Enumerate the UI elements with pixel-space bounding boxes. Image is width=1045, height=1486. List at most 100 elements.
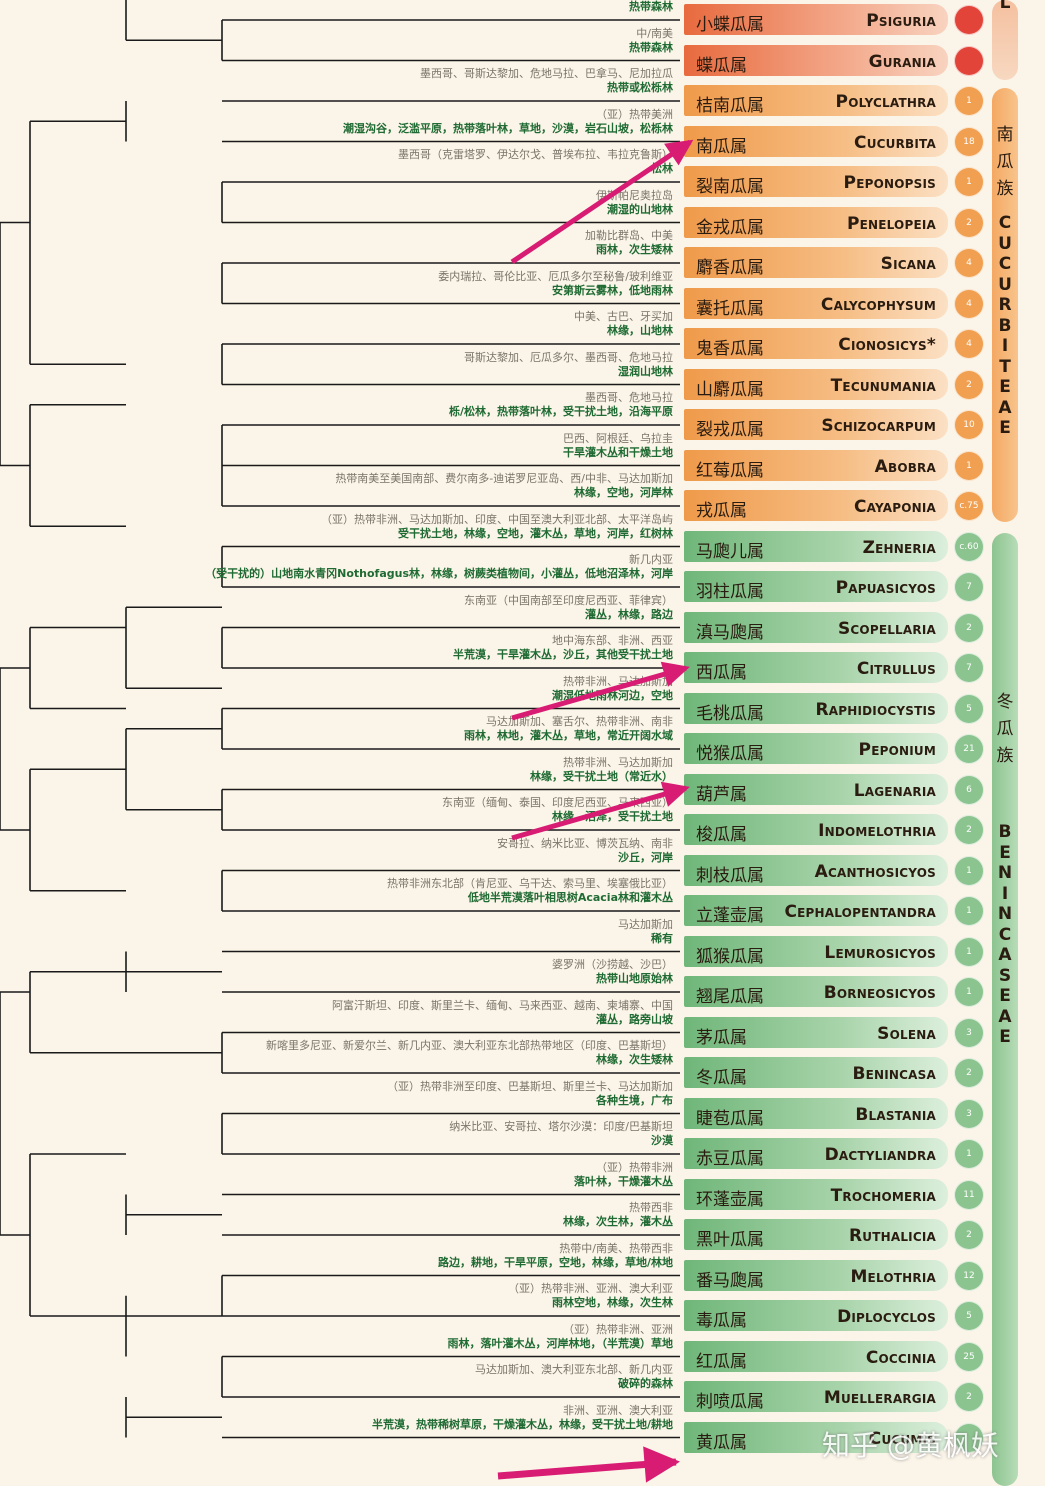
genus-habitat: 干旱灌木丛和干燥土地 xyxy=(563,445,673,459)
genus-distribution: 阿富汗斯坦、印度、斯里兰卡、缅甸、马来西亚、越南、柬埔寨、中国 xyxy=(332,998,673,1012)
genus-latin-name: Borneosicyos xyxy=(823,983,936,1003)
genus-bar: 梭瓜属 Indomelothria xyxy=(684,814,948,845)
genus-row: 非洲、亚洲、澳大利亚 半荒漠，热带稀树草原，干燥灌木丛，林缘，受干扰土地/耕地 黄瓜… xyxy=(0,1404,1045,1458)
genus-row: 热带非洲东北部（肯尼亚、乌干达、索马里、埃塞俄比亚） 低地半荒漠落叶相思树Acac… xyxy=(0,877,1045,931)
genus-latin-name: Peponium xyxy=(858,740,936,760)
tribe-cucurbiteae-latin-char: A xyxy=(998,397,1012,418)
genus-latin-name: Citrullus xyxy=(856,659,936,679)
genus-habitat: 热带山地原始林 xyxy=(596,972,673,985)
genus-bar: 滇马瓟属 Scopellaria xyxy=(684,611,948,643)
genus-bar: 毛桃瓜属 Raphidiocystis xyxy=(684,692,948,724)
genus-row: 地中海东部、非洲、西亚 半荒漠，干旱灌木丛，沙丘，其他受干扰土地 西瓜属 Citrul… xyxy=(0,634,1045,688)
tribe-cucurbiteae-latin-char: I xyxy=(1001,336,1009,356)
genus-distribution: 墨西哥、危地马拉 xyxy=(585,391,673,404)
genus-habitat: 林缘，次生林，灌木丛 xyxy=(563,1215,673,1228)
tribe-benincaseae-latin-char: S xyxy=(998,965,1012,986)
genus-row: 纳米比亚、安哥拉、塔尔沙漠：印度/巴基斯坦 沙漠 赤豆瓜属 Dactyliandra 1 xyxy=(0,1120,1045,1174)
genus-row: （亚）热带非洲 落叶林，干燥灌木丛 环蓬壶属 Trochomeria 11 xyxy=(0,1161,1045,1215)
genus-chinese-name: 麝香瓜属 xyxy=(696,258,764,278)
tribe-benincaseae-chinese: 冬瓜族 xyxy=(992,533,1018,770)
genus-bar: 小蝶瓜属 Psiguria xyxy=(684,4,948,35)
genus-habitat: 雨林，落叶灌木丛，河岸林地，（半荒漠）草地 xyxy=(447,1336,674,1350)
genus-distribution: （亚）热带非洲、马达加斯加、印度、中国至澳大利亚北部、太平洋岛屿 xyxy=(321,512,673,526)
tribe-top-letter: L xyxy=(999,0,1011,13)
genus-latin-name: Abobra xyxy=(874,456,936,477)
genus-latin-name: Cionosicys* xyxy=(838,335,936,355)
genus-habitat: 灌丛，林缘，路边 xyxy=(585,607,673,621)
genus-bar: 西瓜属 Citrullus xyxy=(684,652,948,683)
genus-latin-name: Calycophysum xyxy=(820,294,936,315)
genus-bar: 葫芦属 Lagenaria xyxy=(684,773,948,805)
tribe-benincaseae-latin-char: C xyxy=(998,924,1012,945)
species-count-badge: 4 xyxy=(954,288,984,319)
genus-latin-name: Melothria xyxy=(850,1266,936,1287)
species-count-badge: 2 xyxy=(954,1220,984,1250)
species-count-badge: c.75 xyxy=(954,491,984,521)
tribe-benincaseae-latin-char: E xyxy=(999,842,1011,863)
genus-distribution: 委内瑞拉、哥伦比亚、厄瓜多尔至秘鲁/玻利维亚 xyxy=(438,269,673,283)
genus-row: 马达加斯加、澳大利亚东北部、新几内亚 破碎的森林 刺喷瓜属 Muellerargia 2 xyxy=(0,1363,1045,1417)
watermark: 知乎 @黄枫妖 xyxy=(822,1429,999,1462)
genus-chinese-name: 南瓜属 xyxy=(696,136,747,157)
genus-row: 热带西非 林缘，次生林，灌木丛 黑叶瓜属 Ruthalicia 2 xyxy=(0,1201,1045,1255)
genus-row: 委内瑞拉、哥伦比亚、厄瓜多尔至秘鲁/玻利维亚 安第斯云雾林，低地雨林 囊托瓜属 Cal… xyxy=(0,270,1045,324)
genus-bar: 裂戎瓜属 Schizocarpum xyxy=(684,409,948,440)
genus-habitat: 沙漠 xyxy=(651,1134,673,1147)
genus-row: 热带南美至美国南部、费尔南多-迪诺罗尼亚岛、西/中非、马达加斯加 林缘，空地，河岸… xyxy=(0,472,1045,526)
genus-latin-name: Cucumis xyxy=(868,1428,936,1449)
genus-chinese-name: 刺枝瓜属 xyxy=(696,865,764,886)
genus-chinese-name: 悦猴瓜属 xyxy=(696,744,764,764)
genus-habitat: 林缘，空地，河岸林 xyxy=(574,486,673,499)
annotation-arrow xyxy=(497,1446,680,1483)
genus-distribution: 东南亚（中国南部至印度尼西亚、菲律宾） xyxy=(464,593,673,607)
genus-distribution: 非洲、亚洲、澳大利亚 xyxy=(563,1403,673,1417)
genus-distribution: 马达加斯加、塞舌尔、热带非洲、南非 xyxy=(486,715,673,728)
species-count-badge: 2 xyxy=(954,1058,984,1088)
genus-bar: 红莓瓜属 Abobra xyxy=(684,449,948,481)
genus-distribution: 马达加斯加、澳大利亚东北部、新几内亚 xyxy=(475,1363,673,1376)
genus-latin-name: Zehneria xyxy=(862,537,936,558)
species-count-badge: 3 xyxy=(954,1098,984,1129)
species-count-badge: 21 xyxy=(954,734,984,764)
genus-habitat: 林缘，受干扰土地（常近水） xyxy=(530,769,673,783)
genus-row: 马达加斯加、塞舌尔、热带非洲、南非 雨林，林地，灌木丛，草地，常近开阔水域 悦猴瓜属… xyxy=(0,715,1045,769)
genus-row: 墨西哥（克雷塔罗、伊达尔戈、普埃布拉、韦拉克鲁斯） 松林 裂南瓜属 Peponopsi… xyxy=(0,148,1045,202)
tribe-benincaseae-latin-char: E xyxy=(999,1027,1011,1047)
species-count-badge: 1 xyxy=(954,1139,984,1169)
tribe-cucurbiteae-latin-char: C xyxy=(998,213,1012,233)
genus-distribution: 热带非洲、马达加斯加 xyxy=(563,755,673,769)
genus-distribution: 中/南美 xyxy=(636,26,673,40)
genus-distribution: 哥斯达黎加、厄瓜多尔、墨西哥、危地马拉 xyxy=(464,350,673,364)
genus-habitat: 路边，耕地，干旱平原，空地，林缘，草地/林地 xyxy=(437,1255,673,1269)
genus-chinese-name: 鬼香瓜属 xyxy=(696,339,764,359)
genus-habitat: 林缘，山地林 xyxy=(607,324,673,337)
species-count-badge xyxy=(954,5,984,35)
genus-habitat: 灌丛，路旁山坡 xyxy=(596,1012,673,1026)
tribe-cucurbiteae-zh-char: 族 xyxy=(996,179,1014,199)
genus-chinese-name: 毒瓜属 xyxy=(696,1311,747,1331)
genus-latin-name: Lagenaria xyxy=(853,780,936,801)
genus-row: 哥斯达黎加、厄瓜多尔、墨西哥、危地马拉 湿润山地林 山麝瓜属 Tecunumania 2 xyxy=(0,351,1045,405)
genus-latin-name: Coccinia xyxy=(865,1347,936,1368)
genus-bar: 桔南瓜属 Polyclathra xyxy=(684,85,948,116)
genus-chinese-name: 戎瓜属 xyxy=(696,501,747,521)
genus-chinese-name: 桔南瓜属 xyxy=(696,96,764,116)
genus-bar: 立蓬壶属 Cephalopentandra xyxy=(684,895,948,926)
genus-chinese-name: 冬瓜属 xyxy=(696,1068,747,1088)
genus-latin-name: Cephalopentandra xyxy=(784,902,936,922)
genus-bar: 刺枝瓜属 Acanthosicyos xyxy=(684,854,948,886)
species-count-badge: 5 xyxy=(954,1301,984,1331)
genus-distribution: 新几内亚 xyxy=(629,553,673,566)
genus-distribution: 墨西哥（克雷塔罗、伊达尔戈、普埃布拉、韦拉克鲁斯） xyxy=(398,148,673,161)
tribe-cucurbiteae-zh-char: 南 xyxy=(996,125,1014,145)
genus-bar: 戎瓜属 Cayaponia xyxy=(684,490,948,521)
genus-chinese-name: 立蓬壶属 xyxy=(696,906,764,926)
genus-latin-name: Sicana xyxy=(880,254,936,274)
genus-bar: 裂南瓜属 Peponopsis xyxy=(684,166,948,197)
genus-chinese-name: 刺喷瓜属 xyxy=(696,1392,764,1412)
genus-bar: 环蓬壶属 Trochomeria xyxy=(684,1178,948,1210)
species-count-badge: c.60 xyxy=(954,531,984,562)
